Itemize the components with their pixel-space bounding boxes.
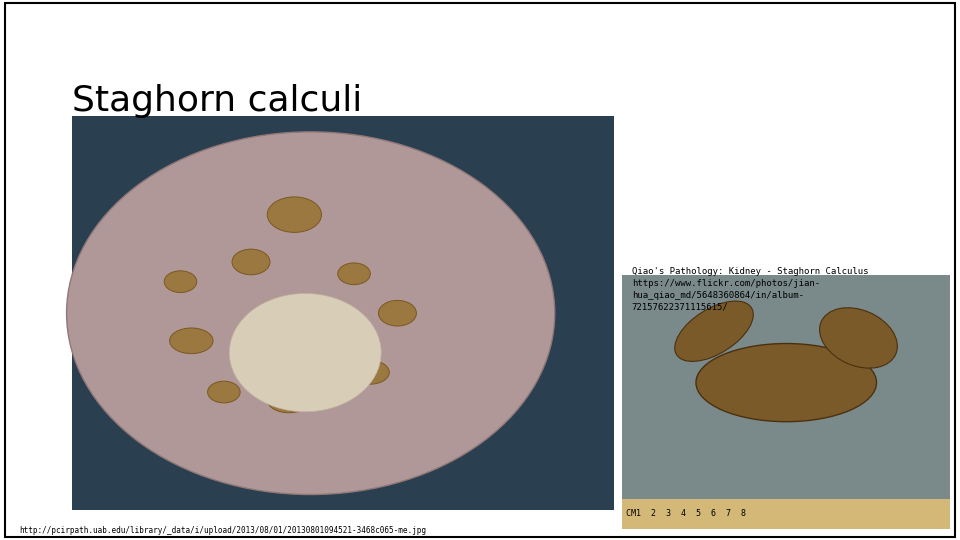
Text: Qiao's Pathology: Kidney - Staghorn Calculus
https://www.flickr.com/photos/jian-: Qiao's Pathology: Kidney - Staghorn Calc… [632, 267, 868, 312]
Ellipse shape [232, 249, 270, 275]
Text: http://pcirpath.uab.edu/library/_data/i/upload/2013/08/01/20130801094521-3468c06: http://pcirpath.uab.edu/library/_data/i/… [19, 525, 426, 535]
Ellipse shape [229, 294, 381, 411]
FancyBboxPatch shape [5, 3, 955, 537]
Ellipse shape [66, 132, 555, 495]
Ellipse shape [164, 271, 197, 293]
Text: CM1  2  3  4  5  6  7  8: CM1 2 3 4 5 6 7 8 [626, 509, 746, 518]
Ellipse shape [267, 387, 311, 413]
Ellipse shape [351, 361, 390, 384]
Ellipse shape [378, 300, 417, 326]
Ellipse shape [820, 308, 898, 368]
Ellipse shape [696, 343, 876, 422]
Ellipse shape [338, 263, 371, 285]
Ellipse shape [675, 301, 754, 361]
FancyBboxPatch shape [72, 116, 614, 510]
Ellipse shape [207, 381, 240, 403]
Ellipse shape [267, 197, 322, 232]
Text: Staghorn calculi: Staghorn calculi [72, 84, 362, 118]
FancyBboxPatch shape [622, 499, 950, 529]
Ellipse shape [170, 328, 213, 354]
FancyBboxPatch shape [622, 275, 950, 499]
